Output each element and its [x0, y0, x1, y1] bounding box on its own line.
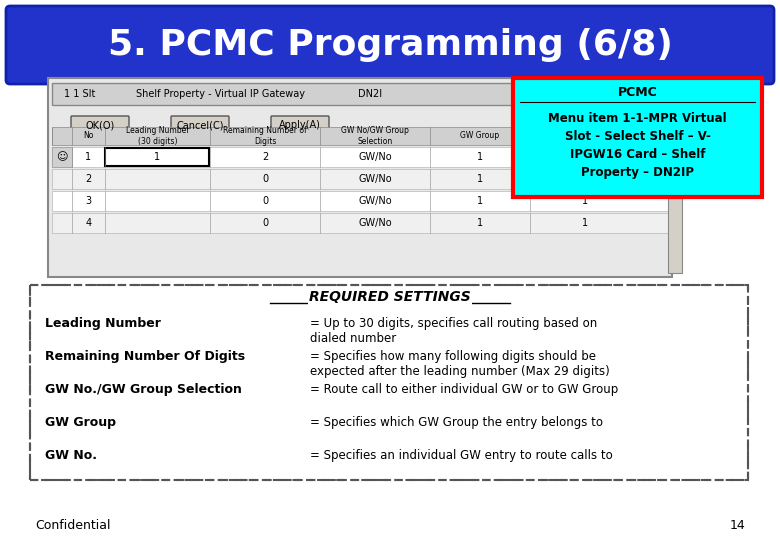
Text: 5. PCMC Programming (6/8): 5. PCMC Programming (6/8)	[108, 28, 672, 62]
Bar	[52, 147, 668, 167]
Text: 1: 1	[582, 196, 588, 206]
Text: 1 1 SIt: 1 1 SIt	[64, 89, 96, 99]
Text: 0: 0	[262, 196, 268, 206]
FancyBboxPatch shape	[6, 6, 774, 84]
Text: = Up to 30 digits, specifies call routing based on
dialed number: = Up to 30 digits, specifies call routin…	[310, 317, 597, 345]
Bar	[52, 169, 668, 189]
Text: Shelf Property - Virtual IP Gateway: Shelf Property - Virtual IP Gateway	[136, 89, 304, 99]
Bar	[52, 127, 668, 145]
Text: GW/No: GW/No	[358, 218, 392, 228]
Text: ☺: ☺	[56, 152, 68, 162]
Text: = Specifies which GW Group the entry belongs to: = Specifies which GW Group the entry bel…	[310, 416, 603, 429]
Bar	[52, 83, 668, 105]
Text: 1: 1	[477, 218, 483, 228]
FancyBboxPatch shape	[48, 78, 672, 277]
FancyBboxPatch shape	[30, 285, 748, 480]
Text: REQUIRED SETTINGS: REQUIRED SETTINGS	[309, 290, 471, 304]
Bar	[105, 148, 209, 166]
Text: GW/No: GW/No	[358, 196, 392, 206]
Text: Apply(A): Apply(A)	[279, 120, 321, 130]
Text: Cancel(C): Cancel(C)	[176, 120, 224, 130]
Text: PCMC: PCMC	[618, 85, 658, 98]
Text: GW No/GW Group
Selection: GW No/GW Group Selection	[341, 126, 409, 146]
FancyBboxPatch shape	[271, 116, 329, 136]
Text: No: No	[83, 132, 94, 140]
Text: 1: 1	[582, 174, 588, 184]
Text: GW No./GW Group Selection: GW No./GW Group Selection	[45, 383, 242, 396]
Text: OK(O): OK(O)	[85, 120, 115, 130]
Text: 2: 2	[85, 174, 91, 184]
Bar	[52, 213, 668, 233]
Bar	[52, 191, 668, 211]
Text: 4: 4	[86, 218, 91, 228]
Text: GW Group: GW Group	[45, 416, 116, 429]
Text: Confidential: Confidential	[35, 519, 111, 532]
Text: 1: 1	[582, 218, 588, 228]
Text: = Route call to either individual GW or to GW Group: = Route call to either individual GW or …	[310, 383, 619, 396]
Text: Remaining Number of
Digits: Remaining Number of Digits	[223, 126, 307, 146]
Text: GW No.: GW No.	[45, 449, 97, 462]
Text: 1: 1	[477, 152, 483, 162]
FancyBboxPatch shape	[513, 78, 762, 197]
Text: GW No: GW No	[572, 132, 598, 140]
Text: Leading Number: Leading Number	[45, 317, 161, 330]
Text: 3: 3	[86, 196, 91, 206]
Bar	[52, 147, 72, 167]
Text: 1: 1	[477, 196, 483, 206]
Bar	[668, 145, 682, 273]
Text: GW/No: GW/No	[358, 152, 392, 162]
Text: Leading Number
(30 digits): Leading Number (30 digits)	[126, 126, 190, 146]
Text: DN2I: DN2I	[358, 89, 382, 99]
Text: = Specifies how many following digits should be
expected after the leading numbe: = Specifies how many following digits sh…	[310, 350, 610, 378]
Text: GW Group: GW Group	[460, 132, 499, 140]
Text: 1: 1	[86, 152, 91, 162]
Text: 1: 1	[154, 152, 161, 162]
Text: GW/No: GW/No	[358, 174, 392, 184]
Text: Menu item 1-1-MPR Virtual
Slot - Select Shelf – V-
IPGW16 Card – Shelf
Property : Menu item 1-1-MPR Virtual Slot - Select …	[548, 112, 727, 179]
Text: 14: 14	[729, 519, 745, 532]
Text: Remaining Number Of Digits: Remaining Number Of Digits	[45, 350, 245, 363]
Text: = Specifies an individual GW entry to route calls to: = Specifies an individual GW entry to ro…	[310, 449, 613, 462]
Text: 0: 0	[262, 174, 268, 184]
FancyBboxPatch shape	[71, 116, 129, 136]
Bar	[668, 145, 682, 155]
FancyBboxPatch shape	[171, 116, 229, 136]
Text: 1: 1	[477, 174, 483, 184]
Text: 1: 1	[582, 152, 588, 162]
Text: 2: 2	[262, 152, 268, 162]
Text: 0: 0	[262, 218, 268, 228]
